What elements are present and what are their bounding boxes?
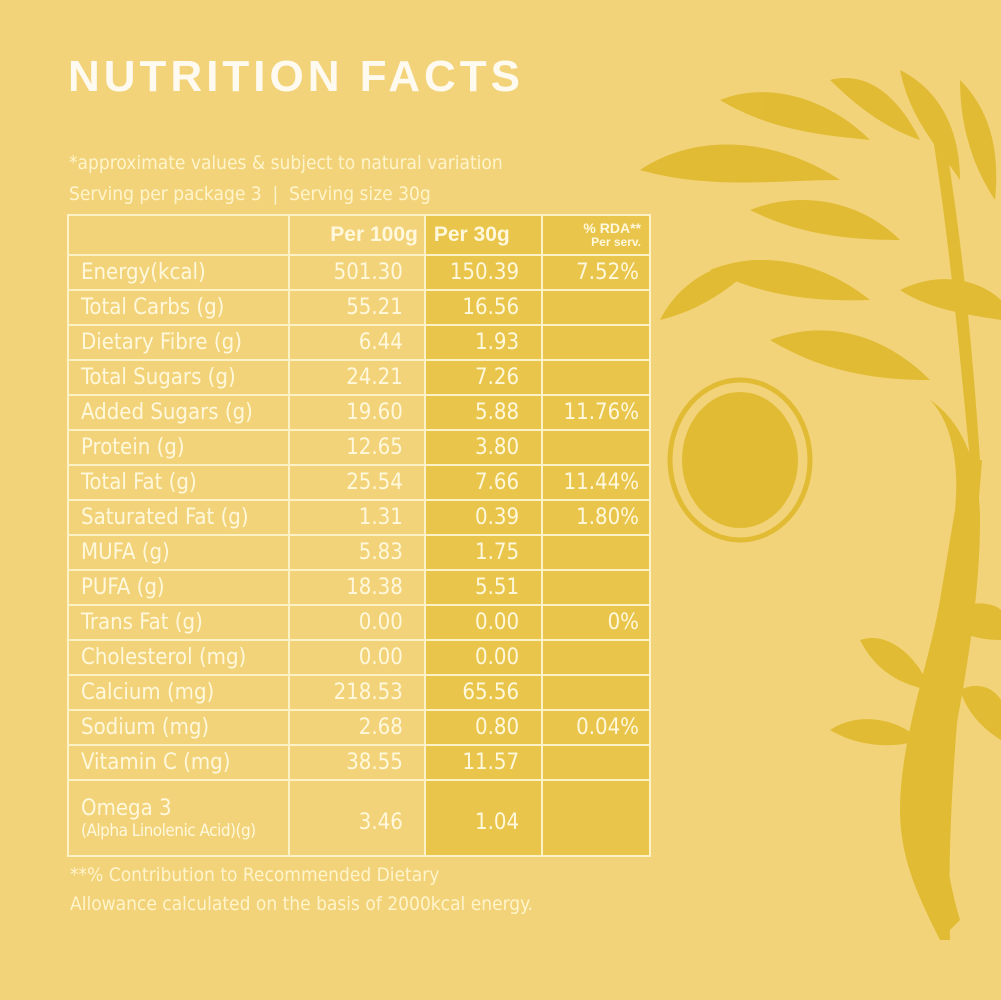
value-rda <box>541 569 651 606</box>
serving-info: Serving per package 3 | Serving size 30g <box>69 183 431 205</box>
value-per-30g: 5.51 <box>423 569 544 606</box>
value-per-100g: 3.46 <box>288 779 426 857</box>
table-row: Added Sugars (g) 19.60 5.88 11.76% <box>66 394 651 431</box>
value-rda: 11.76% <box>541 394 651 431</box>
value-per-30g: 0.80 <box>423 709 544 746</box>
table-row: Dietary Fibre (g) 6.44 1.93 <box>66 324 651 361</box>
table-row: Energy(kcal) 501.30 150.39 7.52% <box>66 254 651 291</box>
omega-subname: (Alpha Linolenic Acid)(g) <box>81 820 256 841</box>
nutrient-name: Protein (g) <box>66 429 291 466</box>
value-rda <box>541 324 651 361</box>
value-rda <box>541 359 651 396</box>
value-rda: 0% <box>541 604 651 641</box>
value-per-100g: 0.00 <box>288 604 426 641</box>
table-row: Calcium (mg) 218.53 65.56 <box>66 674 651 711</box>
approximate-values-note: *approximate values & subject to natural… <box>69 152 503 174</box>
value-per-100g: 18.38 <box>288 569 426 606</box>
table-row: Trans Fat (g) 0.00 0.00 0% <box>66 604 651 641</box>
nutrient-name: PUFA (g) <box>66 569 291 606</box>
header-rda: % RDA** Per serv. <box>541 214 651 256</box>
footnote-line-2: Allowance calculated on the basis of 200… <box>70 893 533 915</box>
value-per-30g: 0.39 <box>423 499 544 536</box>
omega-name: Omega 3 <box>81 795 172 821</box>
table-row: Sodium (mg) 2.68 0.80 0.04% <box>66 709 651 746</box>
table-row: Protein (g) 12.65 3.80 <box>66 429 651 466</box>
value-per-100g: 2.68 <box>288 709 426 746</box>
nutrient-name: Trans Fat (g) <box>66 604 291 641</box>
value-per-30g: 11.57 <box>423 744 544 781</box>
value-per-30g: 7.26 <box>423 359 544 396</box>
value-per-30g: 1.75 <box>423 534 544 571</box>
value-per-30g: 0.00 <box>423 639 544 676</box>
nutrient-name: Dietary Fibre (g) <box>66 324 291 361</box>
value-rda: 11.44% <box>541 464 651 501</box>
header-nutrient <box>66 214 291 256</box>
nutrient-name: Total Sugars (g) <box>66 359 291 396</box>
value-rda <box>541 744 651 781</box>
value-per-30g: 7.66 <box>423 464 544 501</box>
value-per-100g: 501.30 <box>288 254 426 291</box>
table-row: Saturated Fat (g) 1.31 0.39 1.80% <box>66 499 651 536</box>
value-per-30g: 1.93 <box>423 324 544 361</box>
value-rda: 1.80% <box>541 499 651 536</box>
nutrient-name: Cholesterol (mg) <box>66 639 291 676</box>
table-row: Vitamin C (mg) 38.55 11.57 <box>66 744 651 781</box>
value-per-30g: 1.04 <box>423 779 544 857</box>
nutrient-name: MUFA (g) <box>66 534 291 571</box>
value-per-100g: 218.53 <box>288 674 426 711</box>
value-per-30g: 3.80 <box>423 429 544 466</box>
nutrition-table: Per 100g Per 30g % RDA** Per serv. Energy… <box>66 214 651 857</box>
nutrient-name: Omega 3 (Alpha Linolenic Acid)(g) <box>66 779 291 857</box>
nutrient-name: Total Carbs (g) <box>66 289 291 326</box>
header-per-100g: Per 100g <box>288 214 426 256</box>
header-rda-label: % RDA** <box>583 220 641 236</box>
value-rda <box>541 429 651 466</box>
value-per-100g: 38.55 <box>288 744 426 781</box>
value-per-100g: 1.31 <box>288 499 426 536</box>
value-rda <box>541 779 651 857</box>
value-rda <box>541 534 651 571</box>
nutrient-name: Saturated Fat (g) <box>66 499 291 536</box>
header-per-30g: Per 30g <box>423 214 544 256</box>
table-row: Total Sugars (g) 24.21 7.26 <box>66 359 651 396</box>
table-row-omega-3: Omega 3 (Alpha Linolenic Acid)(g) 3.46 1.… <box>66 779 651 857</box>
value-per-100g: 25.54 <box>288 464 426 501</box>
value-rda <box>541 674 651 711</box>
value-per-100g: 5.83 <box>288 534 426 571</box>
value-per-30g: 5.88 <box>423 394 544 431</box>
value-per-30g: 150.39 <box>423 254 544 291</box>
value-per-100g: 12.65 <box>288 429 426 466</box>
value-per-30g: 65.56 <box>423 674 544 711</box>
table-row: PUFA (g) 18.38 5.51 <box>66 569 651 606</box>
table-row: MUFA (g) 5.83 1.75 <box>66 534 651 571</box>
nutrient-name: Calcium (mg) <box>66 674 291 711</box>
value-per-100g: 19.60 <box>288 394 426 431</box>
nutrient-name: Energy(kcal) <box>66 254 291 291</box>
nutrient-name: Total Fat (g) <box>66 464 291 501</box>
page-title: NUTRITION FACTS <box>68 52 524 101</box>
value-rda <box>541 289 651 326</box>
walnut-branch-illustration <box>640 70 1001 940</box>
value-rda: 0.04% <box>541 709 651 746</box>
table-row: Total Carbs (g) 55.21 16.56 <box>66 289 651 326</box>
value-rda <box>541 639 651 676</box>
value-per-30g: 0.00 <box>423 604 544 641</box>
header-rda-sub: Per serv. <box>591 235 641 249</box>
table-row: Cholesterol (mg) 0.00 0.00 <box>66 639 651 676</box>
value-rda: 7.52% <box>541 254 651 291</box>
value-per-30g: 16.56 <box>423 289 544 326</box>
footnote-line-1: **% Contribution to Recommended Dietary <box>70 864 440 886</box>
value-per-100g: 0.00 <box>288 639 426 676</box>
nutrient-name: Vitamin C (mg) <box>66 744 291 781</box>
value-per-100g: 24.21 <box>288 359 426 396</box>
table-row: Total Fat (g) 25.54 7.66 11.44% <box>66 464 651 501</box>
table-header-row: Per 100g Per 30g % RDA** Per serv. <box>66 214 651 256</box>
value-per-100g: 55.21 <box>288 289 426 326</box>
nutrient-name: Sodium (mg) <box>66 709 291 746</box>
nutrient-name: Added Sugars (g) <box>66 394 291 431</box>
value-per-100g: 6.44 <box>288 324 426 361</box>
